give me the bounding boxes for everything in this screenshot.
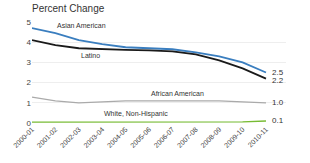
svg-text:1.0: 1.0	[272, 98, 284, 107]
svg-text:Latino: Latino	[81, 52, 100, 59]
svg-text:0: 0	[27, 119, 32, 128]
svg-text:0.1: 0.1	[272, 116, 284, 125]
svg-text:4: 4	[27, 38, 32, 47]
svg-text:White, Non-Hispanic: White, Non-Hispanic	[104, 110, 168, 118]
svg-text:African American: African American	[151, 90, 204, 97]
svg-text:2003-04: 2003-04	[82, 126, 105, 149]
svg-text:2007-08: 2007-08	[176, 126, 199, 149]
svg-text:2000-01: 2000-01	[12, 126, 35, 149]
svg-text:Percent Change: Percent Change	[32, 3, 105, 14]
svg-text:2.5: 2.5	[272, 68, 284, 77]
svg-text:2001-02: 2001-02	[35, 126, 58, 149]
svg-text:1: 1	[27, 99, 32, 108]
svg-text:Asian American: Asian American	[57, 22, 106, 29]
svg-text:2008-09: 2008-09	[199, 126, 222, 149]
svg-text:2006-07: 2006-07	[152, 126, 175, 149]
svg-text:2005-06: 2005-06	[129, 126, 152, 149]
svg-text:2002-03: 2002-03	[59, 126, 82, 149]
svg-text:2010-11: 2010-11	[246, 126, 269, 149]
svg-text:5: 5	[27, 18, 32, 27]
svg-text:2009-10: 2009-10	[223, 126, 246, 149]
svg-text:2004-05: 2004-05	[106, 126, 129, 149]
svg-text:2: 2	[27, 78, 32, 87]
svg-text:3: 3	[27, 58, 32, 67]
svg-text:2.2: 2.2	[272, 76, 284, 85]
